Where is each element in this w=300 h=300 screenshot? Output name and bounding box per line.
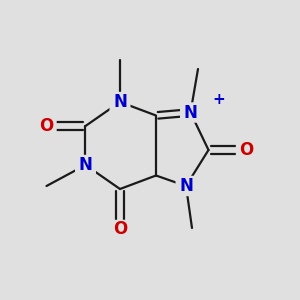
FancyBboxPatch shape — [236, 140, 256, 160]
Text: O: O — [39, 117, 54, 135]
Text: N: N — [179, 177, 193, 195]
Text: +: + — [213, 92, 225, 106]
FancyBboxPatch shape — [110, 220, 130, 239]
Text: O: O — [113, 220, 127, 238]
FancyBboxPatch shape — [110, 92, 130, 112]
FancyBboxPatch shape — [180, 102, 201, 123]
Text: N: N — [184, 103, 197, 122]
Text: O: O — [239, 141, 253, 159]
FancyBboxPatch shape — [75, 155, 96, 175]
Text: N: N — [79, 156, 92, 174]
FancyBboxPatch shape — [36, 116, 57, 136]
Text: N: N — [113, 93, 127, 111]
FancyBboxPatch shape — [176, 176, 197, 196]
